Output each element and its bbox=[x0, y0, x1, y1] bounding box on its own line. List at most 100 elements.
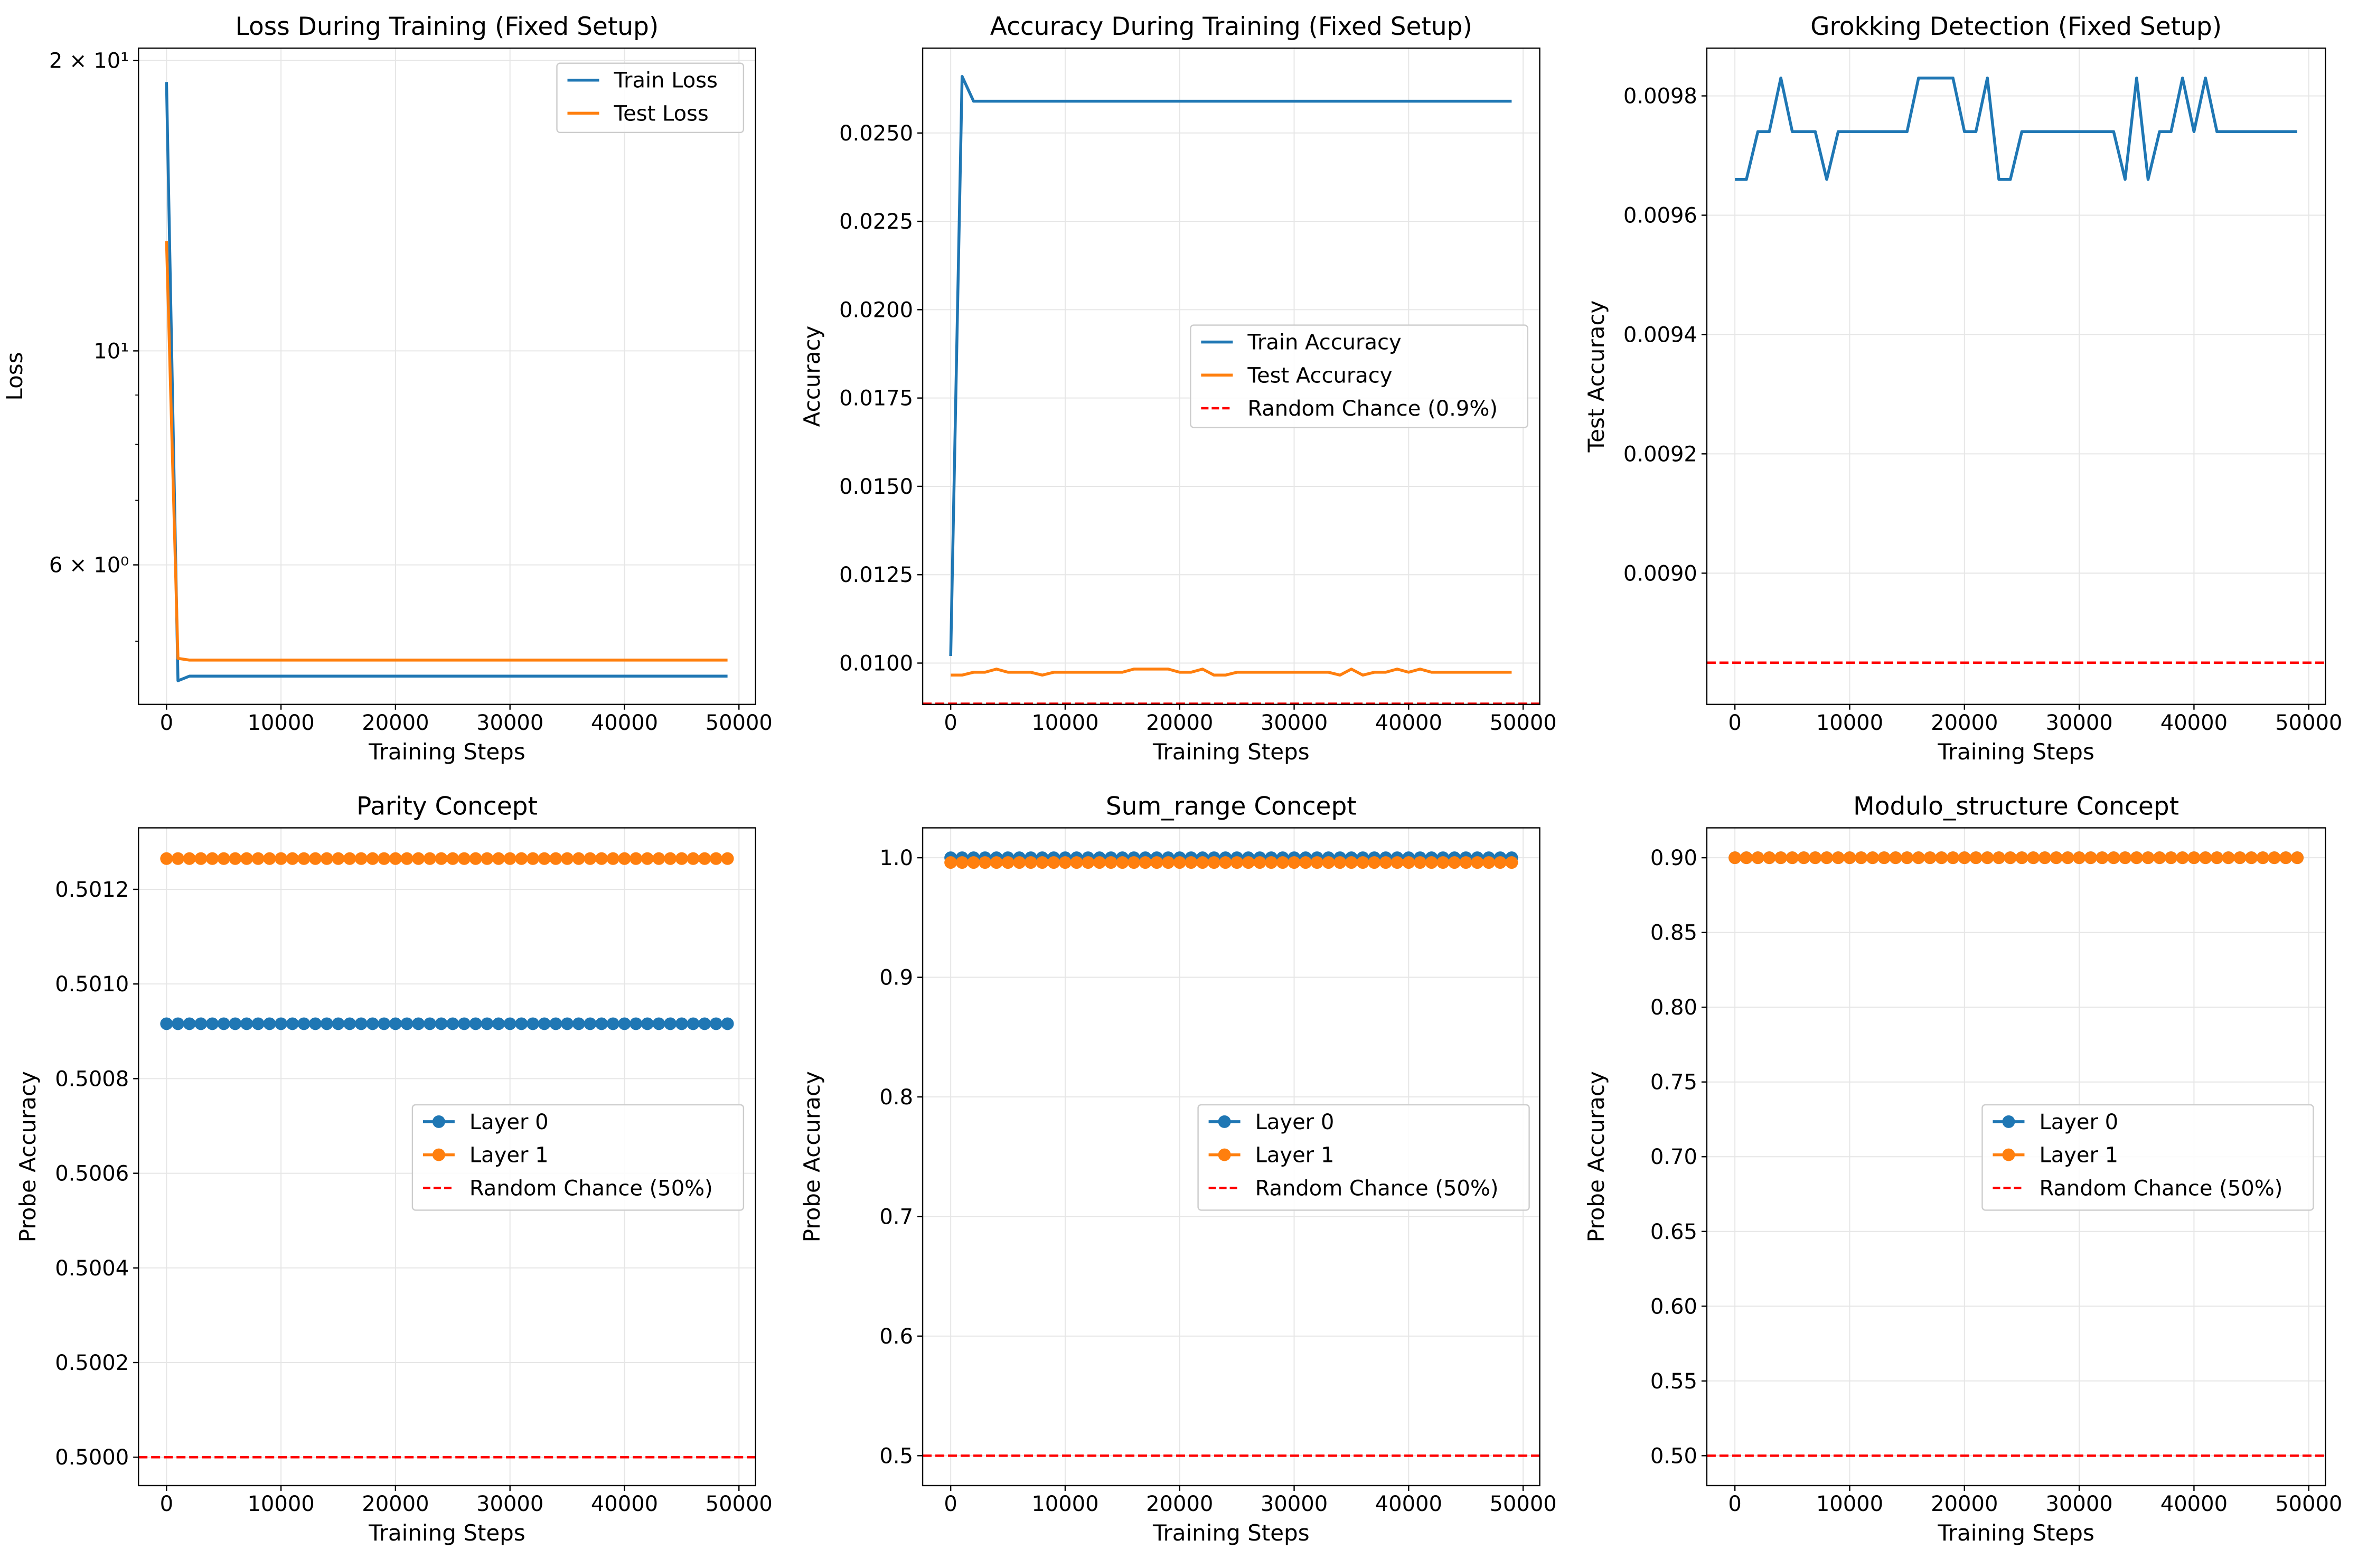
legend-label: Layer 1 bbox=[469, 1143, 549, 1168]
data-point bbox=[263, 852, 276, 865]
data-point bbox=[2107, 851, 2120, 865]
data-point bbox=[366, 852, 379, 865]
x-axis-label: Training Steps bbox=[1152, 739, 1310, 765]
data-point bbox=[503, 852, 516, 865]
data-point bbox=[1333, 856, 1347, 869]
data-point bbox=[1368, 856, 1381, 869]
y-tick-label: 0.9 bbox=[879, 966, 913, 990]
data-point bbox=[675, 852, 688, 865]
data-point bbox=[469, 852, 482, 865]
data-point bbox=[527, 1017, 540, 1030]
data-point bbox=[549, 1017, 562, 1030]
y-tick-label: 0.80 bbox=[1650, 996, 1697, 1020]
data-point bbox=[354, 852, 368, 865]
data-point bbox=[709, 1017, 722, 1030]
data-point bbox=[2050, 851, 2063, 865]
chart-panel-1: 0 10000 20000 30000 40000 50000 2 × 10¹ 10¹ 6 × … bbox=[2, 12, 773, 765]
data-point bbox=[343, 1017, 356, 1030]
data-point bbox=[1855, 851, 1868, 865]
data-point bbox=[709, 852, 722, 865]
y-tick-label: 0.8 bbox=[879, 1085, 913, 1110]
data-point bbox=[1505, 856, 1518, 869]
axes-frame bbox=[138, 827, 756, 1487]
legend-box bbox=[411, 1104, 745, 1211]
legend-box bbox=[1981, 1104, 2314, 1211]
data-point bbox=[194, 852, 208, 865]
data-point bbox=[229, 1017, 242, 1030]
data-point bbox=[1459, 856, 1472, 869]
data-point bbox=[309, 1017, 322, 1030]
x-tick-label: 10000 bbox=[247, 711, 314, 735]
data-point bbox=[2164, 851, 2177, 865]
series-line bbox=[165, 82, 728, 682]
data-point bbox=[400, 1017, 414, 1030]
y-tick-label: 0.50 bbox=[1650, 1444, 1697, 1468]
data-point bbox=[595, 1017, 608, 1030]
y-axis-label: Test Accuracy bbox=[1583, 301, 1609, 453]
data-point bbox=[687, 1017, 700, 1030]
data-point bbox=[240, 1017, 253, 1030]
data-point bbox=[515, 1017, 528, 1030]
data-point bbox=[675, 1017, 688, 1030]
x-tick-label: 10000 bbox=[1031, 1492, 1098, 1516]
y-tick-label: 10¹ bbox=[93, 339, 129, 363]
data-point bbox=[503, 1017, 516, 1030]
chart-panel-3: 0 10000 20000 30000 40000 50000 0.0090 0.0092 0.… bbox=[1583, 12, 2342, 765]
data-point bbox=[618, 852, 631, 865]
x-tick-label: 20000 bbox=[362, 1492, 429, 1516]
legend-label: Train Loss bbox=[614, 69, 718, 93]
y-tick-label: 0.5012 bbox=[55, 878, 129, 902]
data-point bbox=[2222, 851, 2235, 865]
legend-label: Random Chance (50%) bbox=[1255, 1176, 1499, 1200]
data-point bbox=[979, 856, 992, 869]
legend-box bbox=[556, 62, 745, 134]
data-point bbox=[457, 852, 471, 865]
data-point bbox=[1740, 851, 1753, 865]
data-point bbox=[1482, 856, 1496, 869]
x-tick-label: 0 bbox=[160, 1492, 173, 1516]
data-point bbox=[2210, 851, 2223, 865]
data-point bbox=[251, 852, 265, 865]
data-point bbox=[549, 852, 562, 865]
series-line bbox=[165, 241, 728, 662]
x-tick-label: 50000 bbox=[2275, 1492, 2342, 1516]
data-point bbox=[297, 852, 311, 865]
data-point bbox=[1162, 856, 1175, 869]
legend: Layer 0 Layer 1 Random Chance (50%) bbox=[411, 1104, 745, 1211]
data-point bbox=[698, 1017, 711, 1030]
data-point bbox=[2061, 851, 2074, 865]
data-point bbox=[446, 852, 459, 865]
y-axis-label: Accuracy bbox=[799, 326, 825, 427]
data-point bbox=[481, 1017, 494, 1030]
data-point bbox=[1173, 856, 1186, 869]
x-tick-label: 0 bbox=[1728, 711, 1741, 735]
data-point bbox=[1471, 856, 1484, 869]
y-tick-label: 0.5004 bbox=[55, 1256, 129, 1281]
data-point bbox=[1150, 856, 1163, 869]
data-point bbox=[492, 852, 505, 865]
y-tick-label: 0.0150 bbox=[839, 475, 913, 499]
x-tick-label: 30000 bbox=[1261, 1492, 1328, 1516]
x-tick-label: 50000 bbox=[706, 1492, 773, 1516]
y-tick-label: 0.0094 bbox=[1623, 323, 1697, 347]
data-point bbox=[1751, 851, 1764, 865]
data-point bbox=[1253, 856, 1266, 869]
data-point bbox=[2073, 851, 2086, 865]
data-point bbox=[2245, 851, 2258, 865]
data-point bbox=[1116, 856, 1129, 869]
data-point bbox=[1901, 851, 1914, 865]
data-point bbox=[240, 852, 253, 865]
data-point bbox=[1230, 856, 1244, 869]
data-point bbox=[206, 1017, 219, 1030]
data-point bbox=[1774, 851, 1788, 865]
data-point bbox=[1786, 851, 1799, 865]
axes-frame bbox=[922, 47, 1540, 705]
data-point bbox=[2027, 851, 2040, 865]
legend-label: Layer 1 bbox=[1255, 1143, 1335, 1168]
y-tick-label: 2 × 10¹ bbox=[49, 49, 129, 73]
legend-label: Random Chance (50%) bbox=[469, 1176, 713, 1200]
legend-label: Train Accuracy bbox=[1247, 331, 1401, 355]
axes-frame bbox=[922, 827, 1540, 1487]
x-tick-label: 40000 bbox=[591, 1492, 658, 1516]
data-point bbox=[251, 1017, 265, 1030]
